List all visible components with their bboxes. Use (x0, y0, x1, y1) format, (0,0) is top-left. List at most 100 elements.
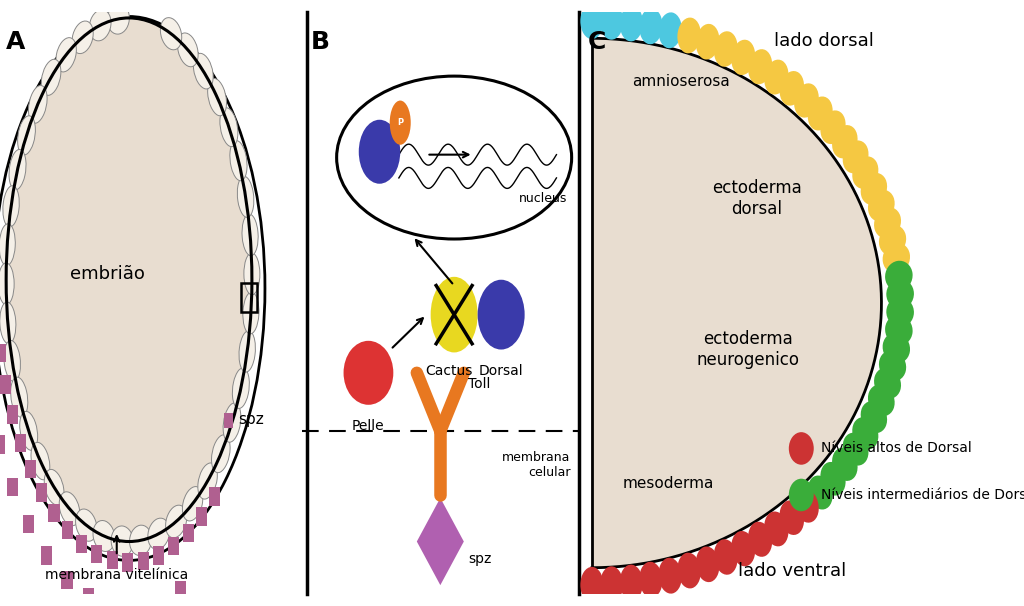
Ellipse shape (76, 509, 97, 541)
Text: embrião: embrião (70, 265, 145, 283)
Ellipse shape (696, 24, 720, 59)
Ellipse shape (874, 207, 901, 238)
Circle shape (788, 479, 814, 511)
Ellipse shape (620, 5, 643, 41)
Ellipse shape (343, 341, 393, 405)
Ellipse shape (833, 125, 857, 158)
Circle shape (390, 101, 411, 145)
FancyBboxPatch shape (224, 413, 233, 428)
Ellipse shape (477, 280, 524, 350)
Text: Toll: Toll (468, 378, 490, 391)
Ellipse shape (242, 214, 258, 256)
Text: Dorsal: Dorsal (479, 364, 523, 378)
Ellipse shape (764, 59, 788, 95)
Text: lado dorsal: lado dorsal (773, 32, 873, 50)
Ellipse shape (431, 277, 477, 353)
Ellipse shape (600, 566, 624, 602)
Ellipse shape (6, 18, 252, 542)
Ellipse shape (885, 261, 912, 291)
Ellipse shape (10, 377, 28, 418)
Ellipse shape (581, 567, 603, 603)
Ellipse shape (639, 562, 663, 598)
Ellipse shape (229, 141, 247, 181)
Ellipse shape (147, 518, 170, 550)
Ellipse shape (208, 78, 226, 116)
Ellipse shape (639, 8, 663, 44)
Ellipse shape (696, 547, 720, 582)
FancyBboxPatch shape (153, 594, 164, 606)
FancyBboxPatch shape (91, 545, 102, 563)
Ellipse shape (161, 18, 181, 50)
Ellipse shape (861, 173, 887, 205)
Ellipse shape (808, 476, 833, 510)
Ellipse shape (833, 448, 857, 481)
Ellipse shape (44, 470, 63, 505)
Ellipse shape (59, 492, 80, 526)
Ellipse shape (795, 488, 819, 523)
Circle shape (788, 432, 814, 465)
Ellipse shape (112, 526, 133, 556)
Ellipse shape (868, 385, 895, 416)
FancyBboxPatch shape (138, 551, 148, 570)
Text: Cactus: Cactus (425, 364, 472, 378)
Text: B: B (310, 30, 330, 53)
FancyBboxPatch shape (83, 588, 94, 606)
Ellipse shape (89, 10, 111, 41)
FancyBboxPatch shape (61, 521, 73, 539)
Ellipse shape (714, 32, 737, 67)
Ellipse shape (194, 53, 213, 89)
FancyBboxPatch shape (7, 478, 17, 496)
Ellipse shape (887, 297, 914, 327)
Ellipse shape (220, 108, 238, 147)
Ellipse shape (879, 225, 906, 256)
Text: spz: spz (468, 552, 492, 566)
FancyBboxPatch shape (129, 600, 140, 606)
Ellipse shape (749, 522, 772, 557)
FancyBboxPatch shape (48, 504, 59, 522)
FancyBboxPatch shape (15, 434, 27, 453)
Ellipse shape (4, 341, 20, 382)
Ellipse shape (0, 224, 15, 265)
Text: mesoderma: mesoderma (623, 476, 715, 491)
FancyBboxPatch shape (197, 507, 207, 525)
Ellipse shape (843, 141, 868, 173)
Ellipse shape (868, 190, 895, 221)
Ellipse shape (9, 150, 26, 190)
FancyBboxPatch shape (23, 515, 34, 533)
Ellipse shape (3, 185, 19, 227)
Text: Pelle: Pelle (352, 419, 385, 433)
Text: Níveis altos de Dorsal: Níveis altos de Dorsal (821, 441, 972, 456)
Ellipse shape (0, 263, 14, 305)
FancyBboxPatch shape (0, 436, 5, 454)
Text: spz: spz (238, 412, 264, 427)
Ellipse shape (879, 350, 906, 381)
Ellipse shape (779, 501, 804, 535)
Text: lado ventral: lado ventral (738, 562, 847, 579)
Ellipse shape (29, 85, 47, 123)
Ellipse shape (874, 368, 901, 399)
FancyBboxPatch shape (168, 536, 179, 555)
Ellipse shape (581, 3, 603, 39)
FancyBboxPatch shape (0, 344, 6, 362)
FancyBboxPatch shape (41, 546, 52, 565)
FancyBboxPatch shape (36, 483, 47, 502)
Ellipse shape (885, 315, 912, 345)
Ellipse shape (620, 565, 643, 601)
FancyBboxPatch shape (209, 487, 220, 505)
Ellipse shape (198, 463, 217, 499)
Ellipse shape (749, 49, 772, 84)
Polygon shape (417, 498, 464, 585)
Ellipse shape (0, 302, 16, 344)
FancyBboxPatch shape (61, 571, 73, 590)
FancyBboxPatch shape (0, 375, 11, 394)
Ellipse shape (244, 253, 260, 295)
Text: ectoderma
dorsal: ectoderma dorsal (712, 179, 802, 218)
Ellipse shape (232, 368, 249, 408)
FancyBboxPatch shape (182, 524, 194, 542)
Text: ectoderma
neurogenico: ectoderma neurogenico (696, 330, 800, 369)
Ellipse shape (129, 525, 152, 556)
Ellipse shape (166, 505, 186, 538)
Ellipse shape (678, 553, 700, 588)
Ellipse shape (820, 110, 846, 144)
Ellipse shape (764, 511, 788, 547)
